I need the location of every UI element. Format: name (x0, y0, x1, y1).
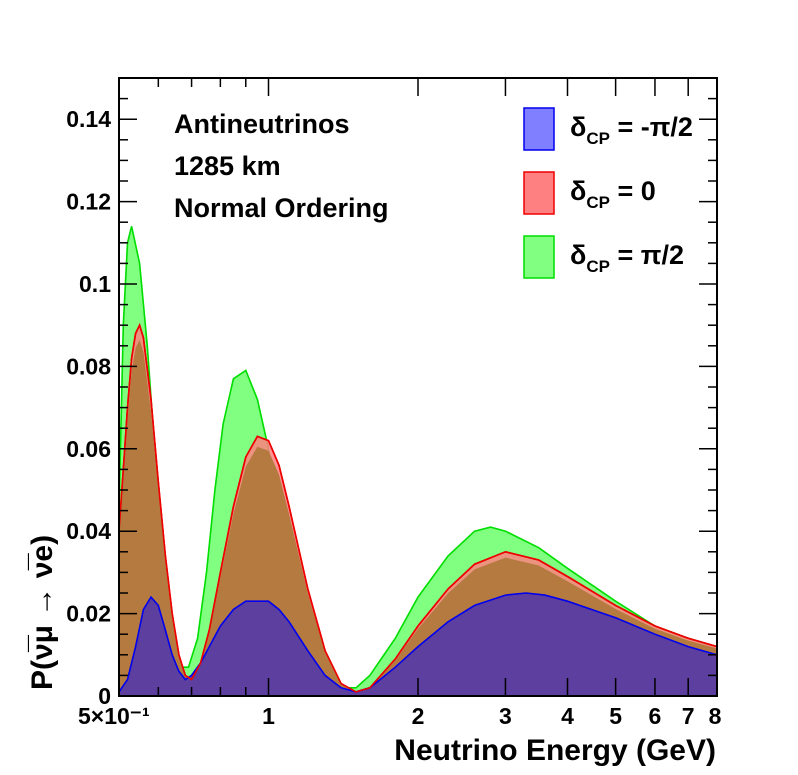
x-tick-label: 3 (499, 703, 512, 729)
y-tick-labels: 0 0.02 0.04 0.06 0.08 0.1 0.12 0.14 (66, 106, 111, 709)
legend-label-1: δCP = 0 (570, 176, 656, 212)
y-tick-label: 0.1 (79, 271, 111, 297)
y-tick-label: 0 (98, 683, 111, 709)
x-tick-label: 6 (649, 703, 662, 729)
x-tick-label: 5×10⁻¹ (78, 703, 150, 729)
x-tick-label: 5 (609, 703, 622, 729)
legend-swatch-0 (523, 107, 555, 151)
annotation-1: 1285 km (174, 151, 281, 181)
annotations: Antineutrinos 1285 km Normal Ordering (174, 109, 389, 223)
annotation-2: Normal Ordering (174, 193, 389, 223)
legend-swatch-2 (523, 235, 555, 279)
legend-label-2: δCP = π/2 (570, 240, 684, 276)
y-tick-label: 0.04 (66, 518, 111, 544)
red-line-top (119, 323, 717, 693)
y-axis-title: P(ν̅μ → ν̅e) (26, 535, 59, 690)
blue-line-top (119, 592, 717, 693)
y-tick-label: 0.02 (66, 601, 111, 627)
x-tick-label: 2 (412, 703, 425, 729)
series-areas (119, 226, 717, 696)
legend-label-0: δCP = -π/2 (570, 112, 693, 148)
legend-swatch-1 (523, 171, 555, 215)
y-tick-label: 0.08 (66, 353, 111, 379)
y-tick-label: 0.12 (66, 189, 111, 215)
legend: δCP = -π/2 δCP = 0 δCP = π/2 (523, 107, 693, 279)
x-axis-title: Neutrino Energy (GeV) (394, 734, 716, 767)
annotation-0: Antineutrinos (174, 109, 350, 139)
x-tick-label: 7 (682, 703, 695, 729)
y-tick-label: 0.06 (66, 436, 111, 462)
blue-area-top (119, 593, 717, 696)
x-tick-labels: 5×10⁻¹ 1 2 3 4 5 6 7 8 (78, 703, 722, 729)
x-tick-label: 4 (561, 703, 574, 729)
x-tick-label: 1 (262, 703, 275, 729)
x-tick-label: 8 (709, 703, 722, 729)
y-tick-label: 0.14 (66, 106, 111, 132)
axis-ticks (118, 77, 718, 697)
